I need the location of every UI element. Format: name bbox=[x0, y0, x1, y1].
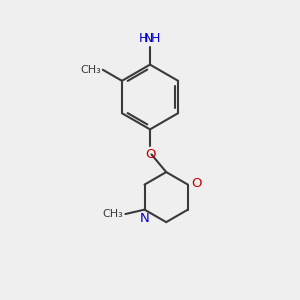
Text: O: O bbox=[145, 148, 155, 160]
Text: CH₃: CH₃ bbox=[102, 209, 123, 219]
Text: O: O bbox=[191, 177, 202, 190]
Text: H: H bbox=[151, 32, 160, 45]
Text: CH₃: CH₃ bbox=[81, 65, 101, 75]
Text: N: N bbox=[140, 212, 149, 225]
Text: N: N bbox=[144, 32, 153, 45]
Text: H: H bbox=[139, 32, 148, 45]
